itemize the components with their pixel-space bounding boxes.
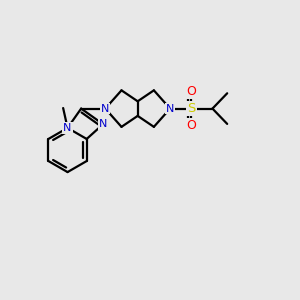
Text: N: N [166, 103, 174, 114]
Text: N: N [99, 119, 107, 129]
Text: N: N [63, 123, 72, 133]
Text: S: S [187, 102, 196, 115]
Text: O: O [186, 85, 196, 98]
Text: O: O [186, 119, 196, 132]
Text: N: N [101, 103, 110, 114]
